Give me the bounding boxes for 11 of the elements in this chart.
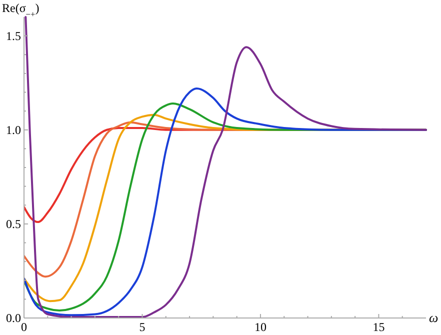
y-tick-label: 0.0 [6,311,21,325]
line-series [24,16,427,318]
y-tick-label: 0.5 [6,216,21,231]
y-axis-title: Re(σ$_{−+}$) [2,1,40,18]
y-tick-label: 1.5 [6,28,21,43]
x-tick-label: 15 [372,320,385,334]
x-tick-label: 5 [139,320,146,334]
y-tick-label: 1.0 [6,122,21,137]
x-tick-label: 10 [254,320,266,334]
x-tick-label: 0 [21,320,27,334]
x-axis-title: ω [429,310,438,325]
